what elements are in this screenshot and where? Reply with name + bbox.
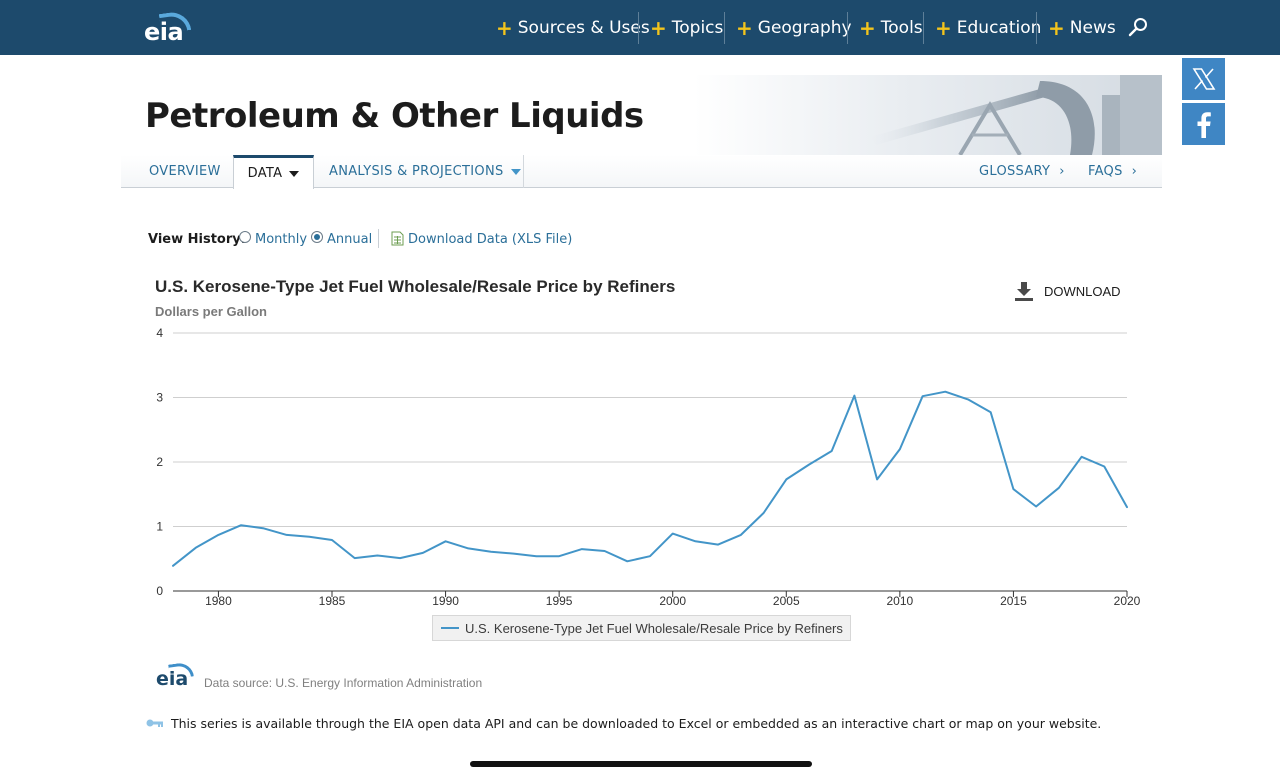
x-tick-label: 1990 [432,594,459,608]
faqs-link[interactable]: FAQS › [1088,155,1137,188]
top-navigation-bar: eia + Sources & Uses + Topics + Geography +… [0,0,1280,55]
oil-pump-illustration [870,75,1162,155]
y-tick-label: 3 [156,391,163,405]
nav-item-sources-uses[interactable]: + Sources & Uses [496,0,650,55]
tab-label: DATA [247,166,283,181]
tab-label: ANALYSIS & PROJECTIONS [329,164,504,179]
x-share-button[interactable] [1182,58,1225,100]
series-line [172,390,1128,567]
nav-divider [1036,12,1037,44]
tab-data[interactable]: DATA [233,155,314,189]
y-tick-label: 2 [156,455,163,469]
glossary-link[interactable]: GLOSSARY › [979,155,1065,188]
facebook-share-button[interactable] [1182,103,1225,145]
caret-down-icon [510,168,521,175]
plus-icon: + [496,15,513,40]
eia-footer-logo[interactable]: eia [156,661,196,690]
tab-divider [523,155,524,188]
key-icon [146,719,163,727]
line-chart: 0 1 2 3 4 1980 1985 1990 1995 2000 2005 2010 2015 202… [156,326,1140,608]
api-note-text: This series is available through the EIA… [171,715,1102,731]
tab-overview[interactable]: OVERVIEW [149,155,221,188]
chart-title: U.S. Kerosene-Type Jet Fuel Wholesale/Re… [155,277,676,296]
annual-radio[interactable] [311,231,323,243]
glossary-label: GLOSSARY [979,164,1051,179]
plus-icon: + [935,15,952,40]
nav-divider [638,12,639,44]
x-tick-label: 2010 [887,594,914,608]
nav-item-label: Topics [671,17,724,38]
download-label: DOWNLOAD [1044,283,1121,299]
api-note: This series is available through the EIA… [146,715,1101,731]
nav-item-label: Education [956,17,1042,38]
faqs-label: FAQS [1088,164,1123,179]
x-tick-label: 2015 [1000,594,1027,608]
plus-icon: + [1048,15,1065,40]
page-title: Petroleum & Other Liquids [145,96,644,136]
x-tick-label: 2005 [773,594,800,608]
chart-download-button[interactable]: DOWNLOAD [1014,280,1121,302]
chart-legend[interactable]: U.S. Kerosene-Type Jet Fuel Wholesale/Re… [432,615,851,641]
x-tick-label: 1985 [319,594,346,608]
plus-icon: + [859,15,876,40]
download-icon [1015,282,1033,301]
home-indicator [470,761,812,767]
nav-divider [724,12,725,44]
eia-logo-text: eia [156,668,189,690]
legend-series-name: U.S. Kerosene-Type Jet Fuel Wholesale/Re… [465,620,843,636]
x-tick-label: 2000 [659,594,686,608]
plus-icon: + [736,15,753,40]
nav-divider [923,12,924,44]
y-tick-label: 0 [156,584,163,598]
search-icon[interactable] [1128,17,1148,37]
x-tick-label: 2020 [1114,594,1140,608]
annual-label[interactable]: Annual [327,231,373,247]
view-history-label: View History: [148,231,246,247]
legend-swatch [441,627,459,629]
x-logo-icon [1192,68,1215,90]
chevron-right-icon: › [1131,164,1138,179]
nav-item-tools[interactable]: + Tools [859,0,923,55]
x-tick-label: 1995 [546,594,573,608]
nav-divider [847,12,848,44]
section-tabs: OVERVIEW DATA ANALYSIS & PROJECTIONS GLO… [121,155,1162,189]
eia-logo-text: eia [144,18,184,46]
chevron-right-icon: › [1059,164,1065,179]
y-tick-label: 4 [156,326,163,340]
monthly-radio[interactable] [239,231,251,243]
tab-analysis-projections[interactable]: ANALYSIS & PROJECTIONS [329,155,521,188]
nav-item-education[interactable]: + Education [935,0,1041,55]
facebook-logo-icon [1197,112,1211,138]
eia-logo[interactable]: eia [144,10,194,46]
nav-item-news[interactable]: + News [1048,0,1116,55]
nav-item-label: News [1069,17,1116,38]
caret-down-icon [289,170,300,177]
chart-y-axis-label: Dollars per Gallon [155,304,267,319]
download-xls-link[interactable]: Download Data (XLS File) [408,231,573,247]
nav-item-label: Geography [757,17,852,38]
nav-item-geography[interactable]: + Geography [736,0,852,55]
page-banner [121,75,1162,155]
x-tick-label: 1980 [205,594,232,608]
data-source-note: Data source: U.S. Energy Information Adm… [204,676,483,690]
y-tick-label: 1 [156,520,163,534]
monthly-label[interactable]: Monthly [255,231,308,247]
tab-label: OVERVIEW [149,164,221,179]
nav-item-topics[interactable]: + Topics [650,0,723,55]
nav-item-label: Sources & Uses [517,17,650,38]
plus-icon: + [650,15,667,40]
spreadsheet-file-icon [391,231,404,246]
view-history-divider [378,229,379,248]
nav-item-label: Tools [880,17,923,38]
